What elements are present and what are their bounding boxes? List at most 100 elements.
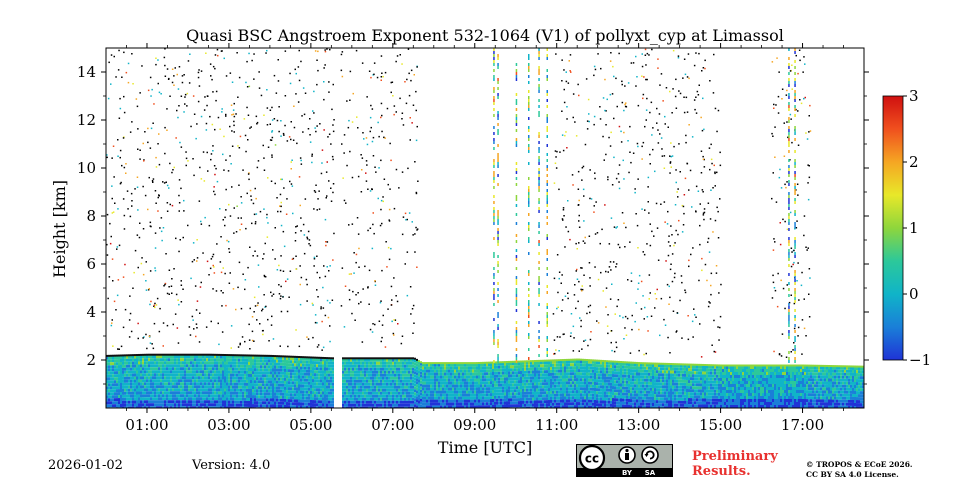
heatmap-cell [196,385,198,389]
heatmap-cell [282,371,284,375]
heatmap-cell [248,358,250,362]
heatmap-cell [352,361,354,365]
heatmap-cell [602,370,604,374]
heatmap-cell [344,382,346,386]
heatmap-cell [380,403,382,407]
boundary-layer-top-cell [592,359,594,362]
heatmap-cell [220,385,222,389]
heatmap-cell [358,379,360,383]
heatmap-cell [396,361,398,365]
heatmap-cell [286,396,288,400]
heatmap-cell [244,367,246,371]
heatmap-cell [408,370,410,374]
heatmap-cell [378,367,380,371]
heatmap-cell [372,379,374,383]
heatmap-cell [614,386,616,390]
heatmap-cell [222,394,224,398]
heatmap-cell [324,382,326,386]
boundary-layer-top-cell [598,359,600,362]
heatmap-cell [474,387,476,391]
heatmap-cell [674,382,676,386]
heatmap-cell [214,364,216,368]
heatmap-cell [190,376,192,380]
heatmap-cell [552,375,554,379]
boundary-layer-top-cell [576,358,578,361]
heatmap-cell [312,370,314,374]
heatmap-cell [570,378,572,382]
heatmap-cell [568,393,570,397]
heatmap-cell [600,361,602,365]
boundary-layer-top-cell [602,359,604,362]
boundary-layer-top-cell [410,357,412,360]
heatmap-cell [158,385,160,389]
heatmap-cell [170,397,172,401]
heatmap-cell [390,388,392,392]
heatmap-cell [616,389,618,393]
heatmap-cell [108,362,110,366]
heatmap-cell [226,385,228,389]
heatmap-cell [514,404,516,408]
heatmap-cell [466,378,468,382]
heatmap-cell [298,375,300,379]
heatmap-cell [552,405,554,408]
heatmap-cell [372,373,374,377]
heatmap-cell [312,379,314,383]
heatmap-cell [520,380,522,384]
heatmap-cell [632,390,634,394]
heatmap-cell [298,387,300,391]
heatmap-cell [518,371,520,375]
heatmap-cell [630,405,632,408]
heatmap-cell [652,363,654,367]
heatmap-cell [460,372,462,376]
heatmap-cell [412,397,414,401]
heatmap-cell [182,388,184,392]
heatmap-cell [364,397,366,401]
heatmap-cell [198,403,200,407]
heatmap-cell [514,368,516,372]
heatmap-cell [138,373,140,377]
heatmap-cell [162,385,164,389]
heatmap-cell [350,367,352,371]
heatmap-cell [560,402,562,406]
heatmap-cell [478,378,480,382]
heatmap-cell [514,389,516,393]
heatmap-cell [674,379,676,383]
heatmap-cell [238,382,240,386]
heatmap-cell [352,358,354,362]
heatmap-cell [358,364,360,368]
heatmap-cell [654,406,656,408]
heatmap-cell [602,361,604,365]
heatmap-cell [448,366,450,370]
heatmap-cell [228,376,230,380]
heatmap-cell [446,366,448,370]
boundary-layer-top-cell [362,357,364,360]
heatmap-cell [458,369,460,373]
heatmap-cell [330,388,332,392]
heatmap-cell [170,364,172,368]
heatmap-cell [512,374,514,378]
heatmap-cell [222,361,224,365]
heatmap-cell [258,392,260,396]
heatmap-cell [376,403,378,407]
heatmap-cell [676,385,678,389]
heatmap-cell [134,406,136,408]
heatmap-cell [278,389,280,393]
boundary-layer-top-cell [360,357,362,360]
heatmap-cell [190,388,192,392]
heatmap-cell [544,370,546,374]
heatmap-cell [498,383,500,387]
heatmap-cell [106,377,108,381]
heatmap-cell [524,388,526,392]
heatmap-cell [190,367,192,371]
boundary-layer-top-cell [332,357,334,360]
heatmap-cell [148,358,150,362]
heatmap-cell [582,363,584,367]
heatmap-cell [350,379,352,383]
boundary-layer-top-cell [618,360,620,363]
heatmap-cell [618,377,620,381]
heatmap-cell [348,367,350,371]
heatmap-cell [532,367,534,371]
heatmap-cell [324,358,326,362]
heatmap-cell [240,382,242,386]
heatmap-cell [282,380,284,384]
